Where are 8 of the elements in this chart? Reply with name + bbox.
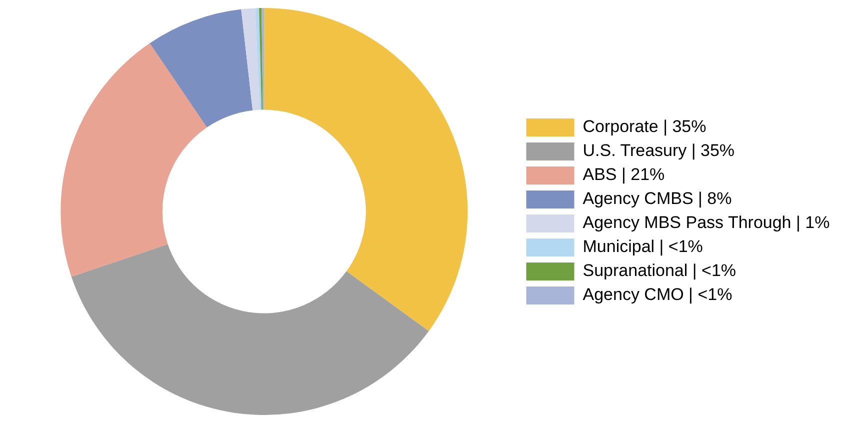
legend-label: Agency CMO | <1% — [582, 285, 732, 304]
legend-label: Municipal | <1% — [582, 237, 703, 256]
legend-label: ABS | 21% — [582, 165, 665, 184]
legend-label: Agency CMBS | 8% — [582, 189, 732, 208]
legend-label: Corporate | 35% — [582, 117, 706, 136]
legend-label: Supranational | <1% — [582, 261, 736, 280]
legend-label: Agency MBS Pass Through | 1% — [582, 213, 830, 232]
legend-label: U.S. Treasury | 35% — [582, 141, 735, 160]
